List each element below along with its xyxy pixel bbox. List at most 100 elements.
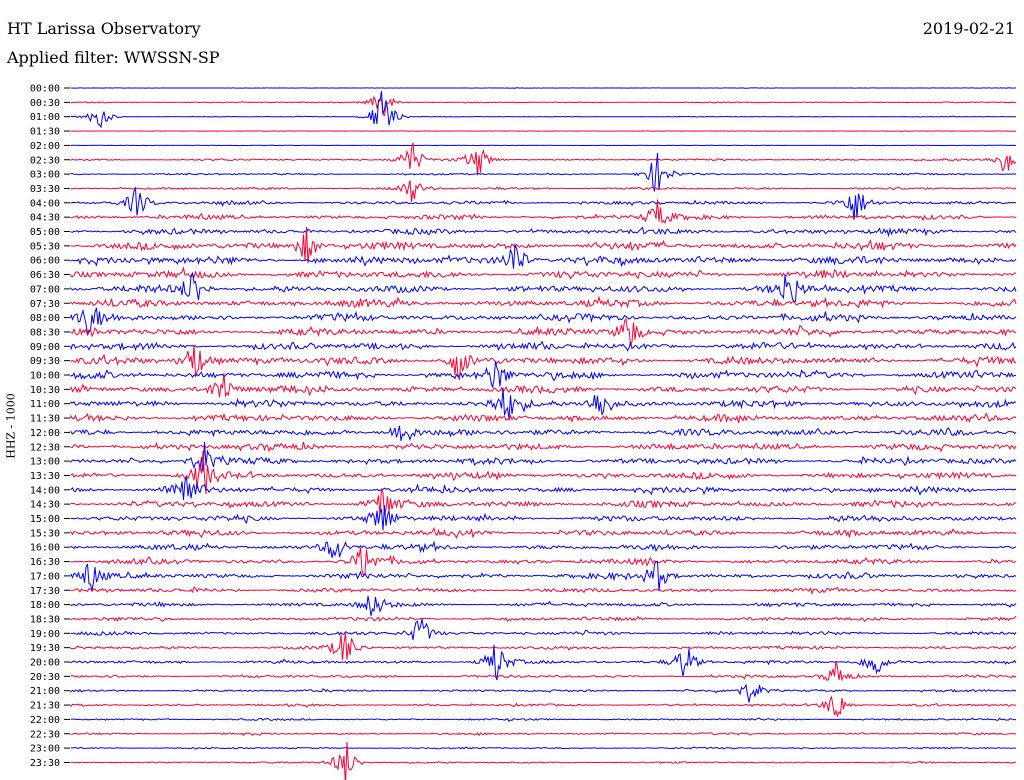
seismic-trace: [70, 425, 1017, 442]
row-time-label: 06:30: [30, 270, 60, 281]
seismic-trace: [70, 586, 1017, 596]
seismic-trace: [70, 741, 1017, 780]
seismic-trace: [70, 152, 1017, 192]
record-date: 2019-02-21: [922, 19, 1015, 38]
row-time-label: 02:00: [30, 141, 60, 152]
row-time-label: 10:00: [30, 371, 60, 382]
seismic-trace: [70, 91, 1017, 129]
row-time-label: 20:30: [30, 672, 60, 683]
seismic-trace: [70, 731, 1017, 737]
seismic-trace: [70, 199, 1017, 224]
row-time-label: 01:00: [30, 112, 60, 123]
seismic-trace: [70, 560, 1017, 592]
row-time-label: 13:00: [30, 457, 60, 468]
row-time-label: 02:30: [30, 155, 60, 166]
seismic-trace: [70, 488, 1017, 516]
row-time-label: 20:00: [30, 658, 60, 669]
row-time-label: 16:30: [30, 557, 60, 568]
seismic-trace: [70, 186, 1017, 221]
row-time-label: 05:30: [30, 241, 60, 252]
row-time-label: 07:30: [30, 299, 60, 310]
seismic-trace: [70, 226, 1017, 264]
row-time-label: 03:30: [30, 184, 60, 195]
seismic-trace: [70, 412, 1017, 424]
seismic-trace: [70, 441, 1017, 472]
seismic-trace: [70, 746, 1016, 750]
row-time-label: 00:30: [30, 98, 60, 109]
row-time-label: 10:30: [30, 385, 60, 396]
row-time-label: 21:30: [30, 701, 60, 712]
seismic-trace: [70, 307, 1017, 336]
row-time-label: 09:30: [30, 356, 60, 367]
seismic-trace: [71, 130, 1017, 132]
seismic-trace: [70, 615, 1017, 623]
seismic-trace: [70, 526, 1017, 539]
seismic-trace: [70, 644, 1017, 681]
seismic-trace: [70, 540, 1017, 558]
station-title: HT Larissa Observatory: [7, 19, 201, 38]
row-time-label: 12:30: [30, 442, 60, 453]
row-time-label: 12:00: [30, 428, 60, 439]
seismic-trace: [70, 596, 1017, 616]
seismic-trace: [70, 142, 1017, 176]
row-time-label: 00:00: [30, 84, 60, 95]
row-time-label: 16:00: [30, 543, 60, 554]
seismic-trace: [70, 547, 1017, 577]
row-time-label: 05:00: [30, 227, 60, 238]
row-time-label: 11:00: [30, 399, 60, 410]
seismic-trace: [70, 683, 1017, 703]
seismic-trace: [70, 266, 1016, 280]
row-time-label: 18:00: [30, 600, 60, 611]
row-time-label: 19:00: [30, 629, 60, 640]
row-time-label: 03:00: [30, 170, 60, 181]
seismic-trace: [70, 618, 1017, 641]
seismic-trace: [70, 633, 1017, 661]
seismic-trace: [70, 373, 1017, 398]
row-time-label: 11:30: [30, 414, 60, 425]
row-time-label: 17:30: [30, 586, 60, 597]
seismic-trace: [70, 660, 1017, 682]
seismic-trace: [70, 477, 1017, 500]
row-time-label: 23:00: [30, 744, 60, 755]
seismic-trace: [70, 226, 1017, 238]
row-time-label: 01:30: [30, 127, 60, 138]
row-time-label: 14:30: [30, 500, 60, 511]
row-time-label: 07:00: [30, 284, 60, 295]
row-time-label: 17:00: [30, 571, 60, 582]
row-time-label: 13:30: [30, 471, 60, 482]
seismic-trace: [70, 361, 1016, 388]
header: HT Larissa Observatory Applied filter: W…: [7, 19, 220, 77]
row-time-label: 08:00: [30, 313, 60, 324]
seismic-trace: [70, 95, 1017, 117]
seismic-trace: [70, 695, 1017, 718]
row-time-label: 22:30: [30, 729, 60, 740]
seismic-trace: [70, 340, 1017, 352]
row-time-label: 18:30: [30, 614, 60, 625]
row-time-label: 09:00: [30, 342, 60, 353]
seismic-trace: [70, 180, 1017, 202]
seismic-trace: [70, 450, 1017, 495]
row-time-label: 22:00: [30, 715, 60, 726]
seismic-trace: [70, 387, 1017, 419]
seismic-trace: [70, 295, 1017, 309]
row-time-label: 15:30: [30, 528, 60, 539]
row-time-label: 23:30: [30, 758, 60, 769]
seismic-trace: [70, 717, 1017, 722]
seismic-trace: [70, 242, 1017, 269]
row-time-label: 19:30: [30, 643, 60, 654]
seismic-trace: [70, 87, 1017, 89]
row-time-label: 06:00: [30, 256, 60, 267]
seismic-trace: [70, 505, 1017, 531]
row-time-label: 04:30: [30, 213, 60, 224]
row-time-label: 04:00: [30, 198, 60, 209]
seismic-trace: [70, 271, 1017, 303]
row-time-label: 08:30: [30, 327, 60, 338]
row-time-label: 14:00: [30, 485, 60, 496]
filter-label: Applied filter: WWSSN-SP: [7, 48, 220, 67]
row-time-label: 21:00: [30, 686, 60, 697]
row-time-label: 15:00: [30, 514, 60, 525]
seismic-trace: [70, 317, 1017, 347]
seismic-trace: [70, 144, 1017, 147]
seismic-trace: [70, 441, 1017, 453]
